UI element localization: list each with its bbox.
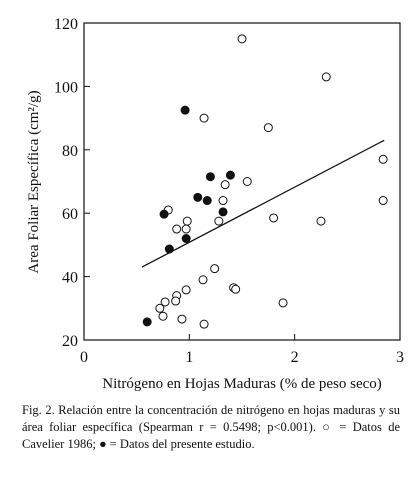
y-tick-label: 100 [54, 79, 78, 96]
x-axis-label: Nitrógeno en Hojas Maduras (% de peso se… [102, 376, 382, 392]
data-point [199, 113, 209, 123]
data-point [218, 207, 228, 217]
y-tick-label: 120 [54, 16, 78, 33]
data-point [164, 244, 174, 254]
data-point [218, 196, 228, 206]
data-point [269, 213, 279, 223]
y-axis-label: Area Foliar Específica (cm²/g) [26, 90, 42, 273]
data-point [160, 297, 170, 307]
data-point [158, 311, 168, 321]
data-point [198, 275, 208, 285]
data-point [205, 172, 215, 182]
data-point [263, 123, 273, 133]
data-point [321, 72, 331, 82]
data-point [220, 180, 230, 190]
chart: Nitrógeno en Hojas Maduras (% de peso se… [26, 16, 404, 392]
data-point [278, 298, 288, 308]
caption: Fig. 2. Relación entre la concentración … [22, 403, 400, 451]
y-tick-label: 80 [62, 143, 78, 160]
data-point [182, 216, 192, 226]
data-point [171, 296, 181, 306]
data-point [225, 170, 235, 180]
y-tick-label: 60 [62, 206, 78, 223]
data-point [210, 264, 220, 274]
data-point [177, 314, 187, 324]
data-point [199, 319, 209, 329]
data-point [142, 317, 152, 327]
data-point [237, 34, 247, 44]
y-tick-label: 40 [62, 270, 78, 287]
data-point [231, 284, 241, 294]
x-tick-label: 1 [185, 349, 193, 366]
x-tick-label: 0 [80, 349, 88, 366]
data-point [181, 224, 191, 234]
data-point [214, 216, 224, 226]
data-point [155, 303, 165, 313]
trend-line [141, 139, 385, 268]
y-tick-label: 20 [62, 333, 78, 350]
x-tick-label: 2 [291, 349, 299, 366]
data-point [316, 216, 326, 226]
data-point [378, 154, 388, 164]
data-point [172, 224, 182, 234]
data-point [181, 234, 191, 244]
x-tick-label: 3 [396, 349, 404, 366]
plot-frame [83, 22, 401, 341]
data-point [180, 105, 190, 115]
data-point [181, 285, 191, 295]
data-point [193, 192, 203, 202]
data-point [202, 196, 212, 206]
data-point [378, 196, 388, 206]
data-point [242, 177, 252, 186]
data-point [159, 209, 169, 219]
